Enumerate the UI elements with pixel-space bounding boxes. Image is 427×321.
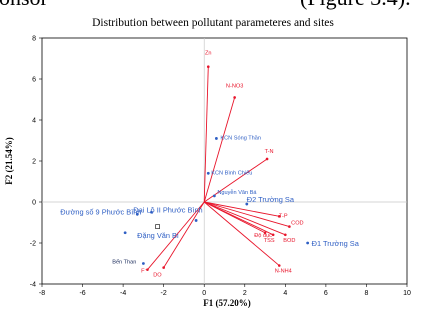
site-label: Đặng Văn Bi: [137, 231, 179, 240]
variable-label: Zn: [205, 51, 212, 57]
variable-point: [277, 215, 281, 218]
y-tick-label: -2: [30, 241, 36, 248]
variable-label: Độ đục: [254, 233, 272, 239]
variable-vector: [204, 201, 274, 236]
top-text-left: onsor: [0, 0, 48, 11]
x-tick-label: -6: [79, 290, 85, 297]
plot-area: -8 -6 -4 -2 0 2 4 6 8 10 -4 -2 0 2 4 6 8 Zn N-NO3 T-N T-PCOD…: [30, 36, 411, 298]
variable-label: N-NH4: [275, 269, 292, 275]
variable-label: BOD: [283, 238, 295, 244]
site-label: Nguyễn Văn Bá: [217, 189, 257, 196]
variable-point: [277, 264, 281, 267]
variable-vector: [203, 66, 209, 203]
variable-point: [263, 231, 267, 235]
site-point: [194, 219, 198, 222]
x-tick-label: -4: [120, 290, 126, 297]
variable-point: [271, 233, 275, 237]
x-tick-label: 6: [324, 290, 328, 297]
variable-label: F⁻: [141, 269, 147, 275]
site-point: [214, 137, 218, 140]
variable-label: DO: [153, 273, 162, 279]
site-point: [135, 212, 139, 216]
top-text-right: (Figure 3.4).: [300, 0, 411, 11]
variable-vector: [203, 97, 236, 203]
variable-point: [146, 268, 149, 271]
site-label: Đ1 Trường Sa: [312, 239, 360, 248]
variable-label: N-NO3: [226, 83, 243, 89]
x-axis-label: F1 (57.20%): [203, 298, 251, 308]
square-marker: [155, 224, 160, 229]
top-text-fragment: onsor (Figure 3.4).: [0, 0, 427, 13]
site-point: [212, 194, 216, 198]
variable-vector: [204, 201, 280, 217]
site-point: [141, 262, 145, 265]
y-tick-label: 6: [32, 77, 36, 84]
variable-label: TSS: [264, 238, 275, 244]
variable-label: COD: [291, 221, 303, 227]
variable-label: T-P: [279, 213, 288, 219]
site-point: [306, 241, 310, 245]
variable-vector: [204, 201, 286, 236]
chart-title: Distribution between pollutant parameter…: [92, 17, 334, 29]
variable-point: [162, 266, 165, 269]
variable-vector: [204, 201, 290, 228]
x-tick-label: 0: [202, 290, 206, 297]
variable-vector: [203, 201, 280, 266]
y-tick-label: 4: [32, 118, 36, 125]
variable-vector: [163, 201, 205, 268]
site-label: KCN Sóng Thần: [220, 135, 261, 141]
variable-point: [206, 65, 210, 68]
variable-vector: [147, 201, 205, 270]
variable-label: T-N: [265, 149, 274, 155]
site-label: Bến Than: [112, 260, 136, 266]
x-tick-label: -8: [39, 290, 45, 297]
x-tick-label: 4: [283, 290, 287, 297]
x-tick-label: -2: [161, 290, 167, 297]
site-label: Đường số 9 Phước Bình: [60, 207, 141, 216]
x-tick-label: 10: [403, 290, 411, 297]
y-tick-label: 0: [32, 200, 36, 207]
site-label: KCN Bình Chiểu: [211, 169, 252, 176]
variable-point: [233, 96, 236, 99]
site-point: [150, 210, 153, 214]
y-tick-label: -4: [30, 282, 36, 289]
variable-point: [288, 225, 291, 228]
x-tick-label: 8: [364, 290, 368, 297]
x-tick-label: 2: [243, 290, 247, 297]
variable-point: [284, 233, 287, 237]
site-point: [206, 171, 210, 175]
y-axis-label: F2 (21.54%): [4, 137, 14, 185]
y-tick-label: 2: [32, 159, 36, 166]
variable-point: [265, 157, 269, 161]
y-tick-label: 8: [32, 36, 36, 43]
site-point: [123, 231, 127, 235]
site-label: Đại Lộ II Phước Bình: [133, 205, 202, 214]
site-label: Đ2 Trường Sa: [247, 195, 295, 204]
site-point: [245, 202, 249, 206]
